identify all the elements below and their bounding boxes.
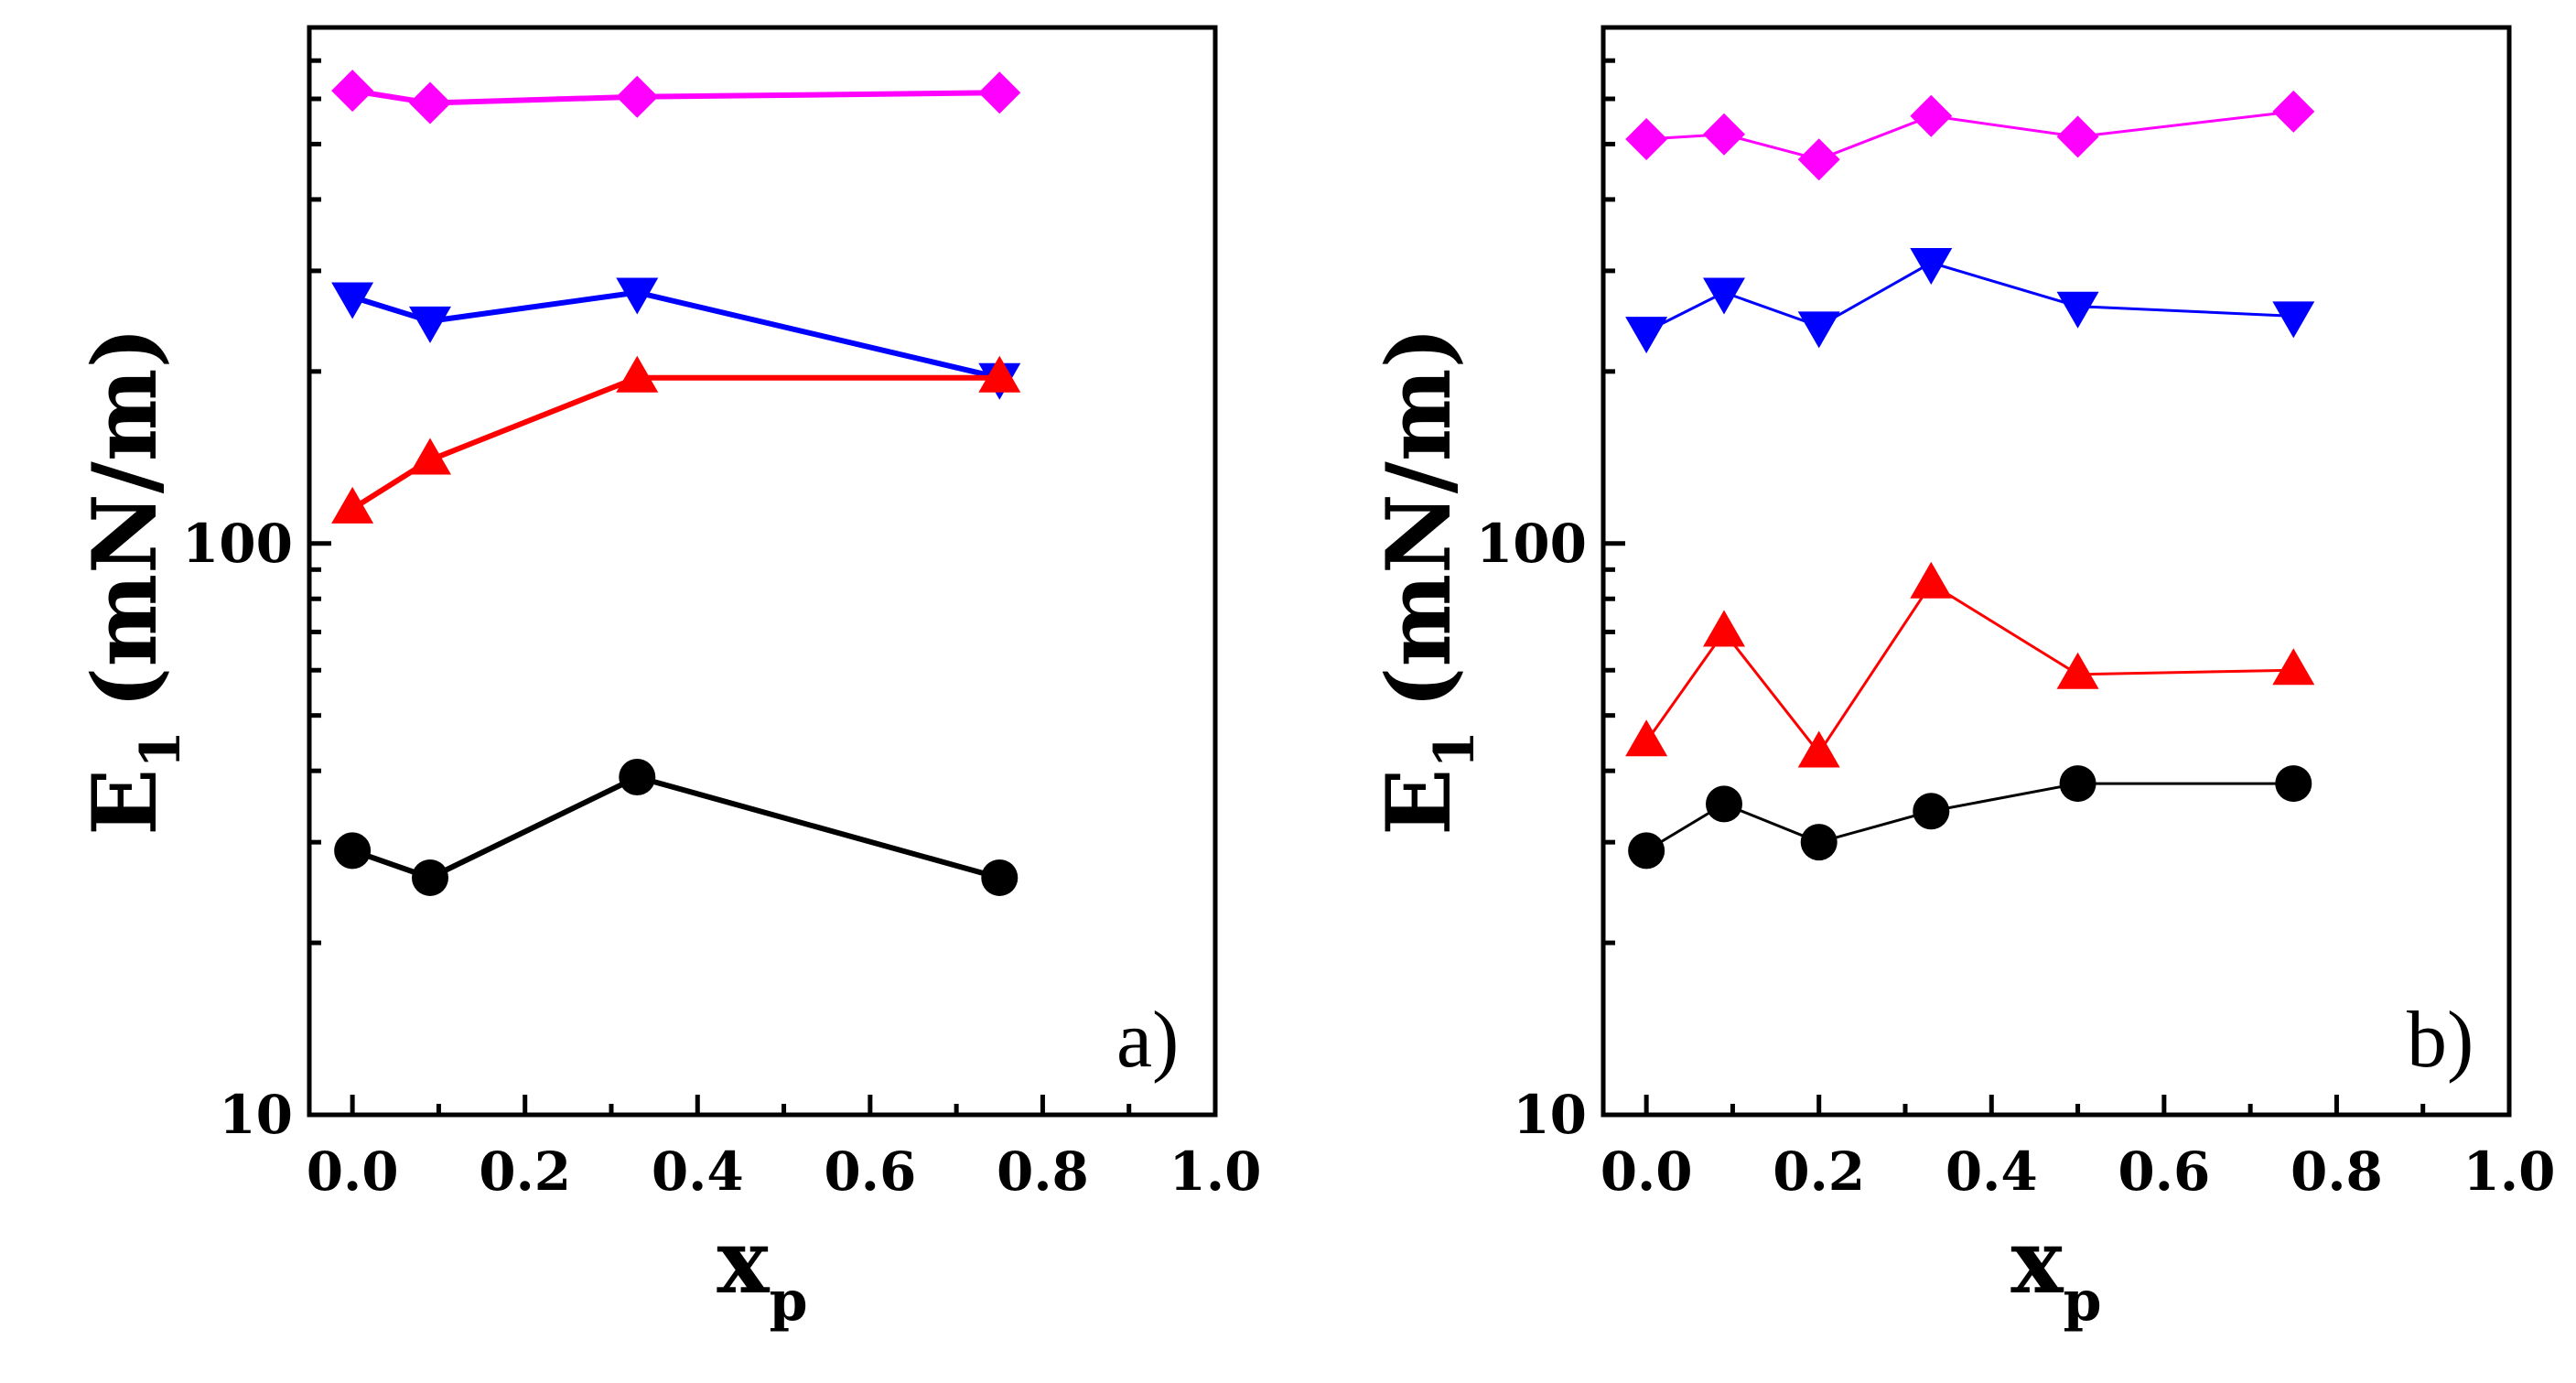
y-tick-label: 10 xyxy=(219,1084,293,1146)
panel-a-y-axis-subscript: 1 xyxy=(129,730,193,769)
data-point-triangle-down xyxy=(409,306,451,343)
data-point-triangle-up xyxy=(978,355,1021,393)
panel-b-y-axis-symbol: E xyxy=(1367,769,1471,836)
data-point-diamond xyxy=(978,71,1021,114)
panel-b-label: b) xyxy=(2407,996,2474,1085)
data-point-circle xyxy=(1706,785,1742,823)
x-tick-label: 0.8 xyxy=(997,1140,1089,1203)
data-point-circle xyxy=(334,832,372,870)
panel-a-x-axis-title: xp xyxy=(717,1210,807,1334)
panel-b-frame xyxy=(1601,25,2512,1118)
series-triangle-down-line xyxy=(1645,261,2294,333)
panel-b-series xyxy=(1625,90,2315,870)
data-point-diamond xyxy=(331,70,374,113)
data-point-circle xyxy=(1628,832,1665,870)
data-point-triangle-up xyxy=(1797,730,1840,768)
data-point-triangle-up xyxy=(1625,719,1668,757)
x-tick-label: 0.6 xyxy=(2118,1140,2210,1203)
panel-a-x-axis-subscript: p xyxy=(770,1270,808,1334)
x-tick-label: 1.0 xyxy=(1169,1140,1262,1203)
y-tick-label: 100 xyxy=(182,513,293,575)
data-point-diamond xyxy=(1797,138,1840,181)
panel-b-x-axis-title: xp xyxy=(2010,1210,2101,1334)
data-point-triangle-down xyxy=(1910,248,1953,286)
x-tick-label: 0.4 xyxy=(652,1140,744,1203)
data-point-triangle-down xyxy=(616,277,659,315)
data-point-triangle-down xyxy=(2272,301,2315,339)
panel-b-tick-labels: 0.0 0.2 0.4 0.6 0.8 1.0 10 100 xyxy=(1476,513,2556,1203)
panel-b-y-axis-unit: (mN/m) xyxy=(1367,327,1471,708)
y-tick-label: 10 xyxy=(1513,1084,1587,1146)
data-point-triangle-up xyxy=(1703,610,1745,647)
data-point-diamond xyxy=(1910,94,1953,137)
x-tick-label: 0.2 xyxy=(479,1140,571,1203)
x-tick-label: 1.0 xyxy=(2463,1140,2556,1203)
data-point-diamond xyxy=(2272,90,2315,133)
data-point-diamond xyxy=(1703,113,1745,156)
panel-b-x-axis-symbol: x xyxy=(2010,1210,2064,1313)
x-tick-label: 0.6 xyxy=(824,1140,916,1203)
panel-a-y-axis-title: E1 (mN/m) xyxy=(73,327,193,836)
x-tick-label: 0.0 xyxy=(1601,1140,1693,1203)
x-tick-label: 0.2 xyxy=(1773,1140,1865,1203)
data-point-circle xyxy=(1800,824,1838,861)
data-point-diamond xyxy=(409,81,451,124)
data-point-triangle-up xyxy=(2272,648,2315,686)
series-diamond-line xyxy=(351,88,1000,106)
panel-b-ticks xyxy=(1603,25,2512,1118)
series-triangle-up-line xyxy=(1644,581,2294,756)
data-point-triangle-up xyxy=(616,355,659,393)
data-point-triangle-up xyxy=(331,486,374,524)
data-point-triangle-down xyxy=(2056,291,2099,329)
data-point-diamond xyxy=(2056,115,2099,158)
data-point-circle xyxy=(981,859,1019,896)
data-point-circle xyxy=(1913,793,1950,830)
series-triangle-up-line xyxy=(350,374,1000,512)
x-tick-label: 0.8 xyxy=(2290,1140,2383,1203)
data-point-circle xyxy=(619,759,656,796)
panel-a-series xyxy=(331,70,1021,896)
panel-b-x-axis-subscript: p xyxy=(2064,1270,2102,1334)
x-tick-label: 0.4 xyxy=(1945,1140,2038,1203)
data-point-triangle-down xyxy=(1703,277,1745,315)
panel-a-y-axis-unit: (mN/m) xyxy=(73,327,177,708)
data-point-triangle-down xyxy=(331,282,374,319)
series-triangle-down-line xyxy=(351,289,1000,381)
panel-a-label: a) xyxy=(1116,996,1179,1085)
data-point-circle xyxy=(2059,765,2096,803)
series-circle-line xyxy=(1645,782,2294,852)
data-point-triangle-down xyxy=(1797,311,1840,349)
data-point-diamond xyxy=(616,75,659,118)
panel-b: 0.0 0.2 0.4 0.6 0.8 1.0 10 100 b) xp E1 (mN/m) xyxy=(1367,25,2556,1334)
panel-a-ticks xyxy=(309,25,1218,1118)
data-point-triangle-up xyxy=(2056,652,2099,689)
panel-b-y-axis-subscript: 1 xyxy=(1423,730,1487,769)
panel-a-y-axis-symbol: E xyxy=(73,769,177,836)
series-circle-line xyxy=(351,773,1001,881)
y-tick-label: 100 xyxy=(1476,513,1587,575)
data-point-circle xyxy=(2275,765,2312,803)
data-point-triangle-up xyxy=(409,438,451,475)
x-tick-label: 0.0 xyxy=(307,1140,399,1203)
panel-a-frame xyxy=(307,25,1218,1118)
data-point-triangle-down xyxy=(1625,317,1668,354)
panel-b-y-axis-title: E1 (mN/m) xyxy=(1367,327,1487,836)
data-point-diamond xyxy=(1625,118,1668,161)
panel-a-x-axis-symbol: x xyxy=(717,1210,770,1313)
panel-a: 0.0 0.2 0.4 0.6 0.8 1.0 10 100 a) xp E1 (mN/m) xyxy=(73,25,1262,1334)
data-point-triangle-up xyxy=(1910,561,1953,599)
data-point-circle xyxy=(412,859,448,896)
panel-a-tick-labels: 0.0 0.2 0.4 0.6 0.8 1.0 10 100 xyxy=(182,513,1262,1203)
